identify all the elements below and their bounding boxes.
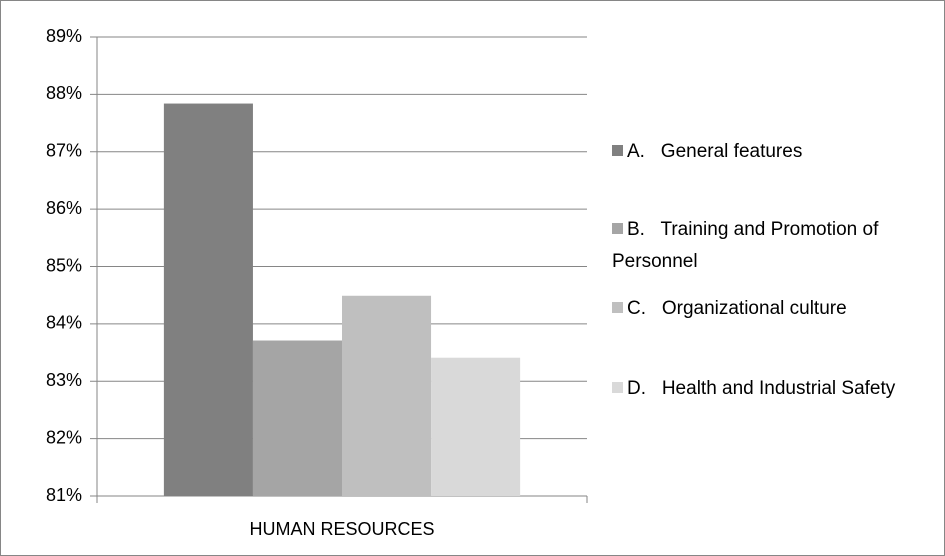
y-tick-label: 82% <box>46 427 82 447</box>
y-tick-label: 87% <box>46 141 82 161</box>
legend-label: D. Health and Industrial Safety <box>627 378 896 399</box>
y-tick-label: 88% <box>46 83 82 103</box>
y-tick-label: 86% <box>46 198 82 218</box>
bar <box>163 103 253 497</box>
legend-label: B. Training and Promotion of Personnel <box>612 219 884 272</box>
legend-swatch <box>612 223 623 234</box>
y-tick-label: 83% <box>46 370 82 390</box>
legend-entry: D. Health and Industrial Safety <box>612 373 934 405</box>
legend-entry: A. General features <box>612 136 934 168</box>
y-tick-label: 84% <box>46 313 82 333</box>
legend-label: A. General features <box>627 141 803 162</box>
y-tick-label: 89% <box>46 26 82 46</box>
legend-swatch <box>612 302 623 313</box>
legend-swatch <box>612 145 623 156</box>
y-tick-label: 85% <box>46 255 82 275</box>
y-tick-label: 81% <box>46 485 82 505</box>
x-tick-label: HUMAN RESOURCES <box>249 519 434 539</box>
legend-entry: C. Organizational culture <box>612 293 934 325</box>
bar <box>252 340 342 496</box>
legend-entry: B. Training and Promotion of Personnel <box>612 214 934 278</box>
legend-swatch <box>612 382 623 393</box>
bar <box>342 295 432 496</box>
legend-label: C. Organizational culture <box>627 298 847 319</box>
bar <box>431 357 521 496</box>
